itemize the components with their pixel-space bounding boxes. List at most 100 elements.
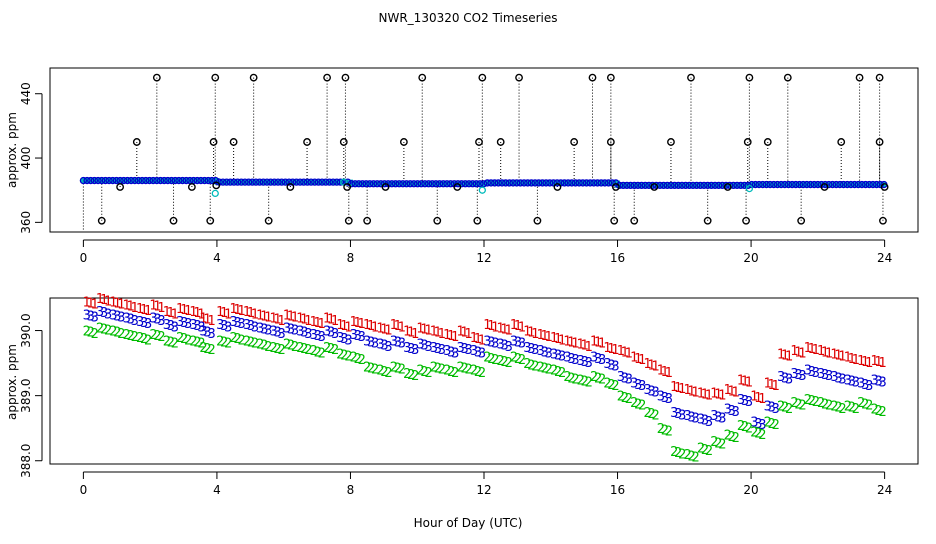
series-1-marker: 1 bbox=[514, 319, 522, 334]
series-2-marker: 2 bbox=[808, 394, 816, 409]
series-3-marker: 3 bbox=[256, 321, 264, 336]
series-3-marker: 3 bbox=[478, 346, 486, 361]
baseline-point bbox=[872, 180, 881, 189]
series-1-marker: 1 bbox=[117, 298, 125, 313]
series-1-marker: 1 bbox=[830, 347, 838, 362]
baseline-point bbox=[549, 179, 558, 187]
series-2-marker: 2 bbox=[270, 341, 278, 356]
series-3-marker: 3 bbox=[100, 306, 108, 321]
chart-title: NWR_130320 CO2 Timeseries bbox=[379, 11, 558, 25]
series-2-marker: 2 bbox=[411, 369, 419, 384]
series-1-marker: 1 bbox=[131, 301, 139, 316]
series-1-marker: 1 bbox=[527, 326, 535, 341]
series-1-marker: 1 bbox=[510, 318, 518, 333]
baseline-point bbox=[737, 181, 745, 190]
series-2-marker: 2 bbox=[220, 335, 228, 350]
series-2-marker: 2 bbox=[167, 335, 175, 350]
series-2-marker: 2 bbox=[251, 337, 259, 352]
series-1-marker: 1 bbox=[661, 365, 669, 380]
series-2-marker: 2 bbox=[777, 399, 785, 414]
series-3-marker: 3 bbox=[527, 342, 535, 357]
series-2-marker: 2 bbox=[647, 407, 655, 422]
baseline-point bbox=[615, 181, 624, 190]
baseline-point bbox=[237, 178, 245, 186]
outlier-point bbox=[650, 183, 659, 191]
outlier-point bbox=[229, 138, 238, 146]
outlier-point bbox=[363, 216, 372, 225]
baseline-point bbox=[446, 180, 455, 188]
series-2-marker: 2 bbox=[371, 363, 379, 378]
series-2-marker: 2 bbox=[407, 368, 415, 383]
series-2-marker: 2 bbox=[554, 365, 562, 380]
series-2-marker: 2 bbox=[304, 343, 312, 358]
series-1-marker: 1 bbox=[625, 346, 633, 361]
outlier-point bbox=[553, 183, 562, 191]
series-3-marker: 3 bbox=[550, 347, 558, 362]
baseline-point bbox=[751, 180, 760, 189]
series-2-marker: 2 bbox=[300, 342, 308, 357]
series-3-marker: 3 bbox=[184, 317, 192, 332]
series-2-marker: 2 bbox=[278, 343, 286, 358]
series-2-marker: 2 bbox=[237, 333, 245, 348]
series-1-marker: 1 bbox=[87, 296, 95, 311]
series-2-marker: 2 bbox=[665, 425, 673, 440]
series-3-marker: 3 bbox=[127, 313, 135, 328]
series-1-marker: 1 bbox=[844, 351, 852, 366]
series-2-marker: 2 bbox=[157, 330, 165, 345]
series-1-marker: 1 bbox=[878, 356, 886, 371]
baseline-point bbox=[322, 178, 330, 186]
baseline-point bbox=[641, 181, 649, 190]
series-3-marker: 3 bbox=[678, 408, 686, 423]
baseline-point bbox=[256, 178, 264, 186]
series-3-marker: 3 bbox=[296, 325, 304, 340]
series-3-marker: 3 bbox=[794, 368, 802, 383]
series-1-marker: 1 bbox=[714, 388, 722, 403]
baseline-point bbox=[700, 181, 708, 190]
series-2-marker: 2 bbox=[697, 442, 705, 457]
series-1-marker: 1 bbox=[140, 303, 148, 318]
series-3-marker: 3 bbox=[424, 340, 432, 355]
baseline-point bbox=[681, 181, 690, 190]
series-2-marker: 2 bbox=[571, 372, 579, 387]
series-2-marker: 2 bbox=[131, 330, 139, 345]
series-3-marker: 3 bbox=[451, 346, 459, 361]
outlier-point bbox=[97, 216, 106, 225]
series-2-marker: 2 bbox=[394, 362, 402, 377]
series-2-marker: 2 bbox=[83, 325, 91, 340]
series-2-marker: 2 bbox=[171, 337, 179, 352]
series-3-marker: 3 bbox=[470, 344, 478, 359]
baseline-point bbox=[634, 181, 642, 190]
series-3-marker: 3 bbox=[384, 340, 392, 355]
baseline-point bbox=[487, 179, 495, 187]
series-1-marker: 1 bbox=[617, 344, 625, 359]
series-3-marker: 3 bbox=[350, 328, 358, 343]
series-3-marker: 3 bbox=[171, 320, 179, 335]
series-2-marker: 2 bbox=[233, 332, 241, 347]
baseline-point bbox=[597, 179, 605, 187]
baseline-point bbox=[590, 179, 598, 187]
series-3-marker: 3 bbox=[745, 395, 753, 410]
series-1-marker: 1 bbox=[224, 307, 232, 322]
series-1-marker: 1 bbox=[785, 350, 793, 365]
series-3-marker: 3 bbox=[407, 342, 415, 357]
series-1-marker: 1 bbox=[531, 327, 539, 342]
series-2-marker: 2 bbox=[745, 421, 753, 436]
series-2-marker: 2 bbox=[781, 401, 789, 416]
series-1-marker: 1 bbox=[354, 316, 362, 331]
outlier-point bbox=[399, 138, 408, 146]
series-1-marker: 1 bbox=[804, 341, 812, 356]
series-1-marker: 1 bbox=[817, 344, 825, 359]
series-1-marker: 1 bbox=[318, 317, 326, 332]
baseline-point bbox=[366, 180, 374, 188]
series-1-marker: 1 bbox=[367, 319, 375, 334]
series-1-marker: 1 bbox=[741, 375, 749, 390]
series-2-marker: 2 bbox=[264, 340, 272, 355]
series-3-marker: 3 bbox=[207, 327, 215, 342]
series-3-marker: 3 bbox=[260, 322, 268, 337]
baseline-point bbox=[230, 178, 238, 186]
series-2-marker: 2 bbox=[327, 342, 335, 357]
series-3-marker: 3 bbox=[808, 365, 816, 380]
series-3-marker: 3 bbox=[310, 328, 318, 343]
series-2-marker: 2 bbox=[260, 339, 268, 354]
